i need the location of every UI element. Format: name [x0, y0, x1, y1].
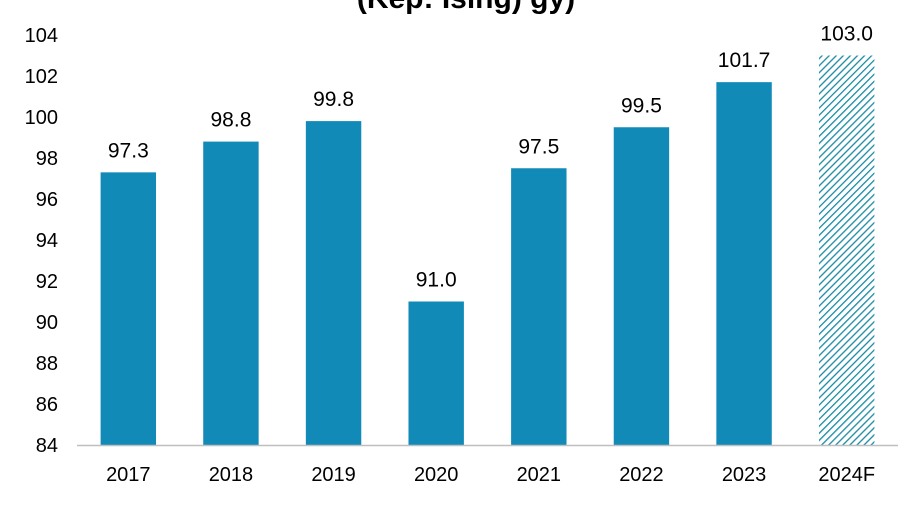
y-tick-label: 90 [36, 312, 58, 334]
bar [408, 301, 464, 445]
x-tick-label: 2019 [311, 464, 356, 486]
chart-title: (Kep: Ising) gy) [357, 0, 575, 15]
bars-group [100, 55, 875, 446]
y-tick-label: 88 [36, 353, 58, 375]
bar-value-label: 99.8 [313, 88, 354, 111]
bar-value-label: 97.5 [518, 135, 559, 158]
bar-value-label: 99.5 [621, 94, 662, 117]
x-tick-label: 2022 [619, 464, 664, 486]
y-tick-label: 92 [36, 271, 58, 293]
x-tick-label: 2024F [818, 464, 875, 486]
y-tick-label: 86 [36, 394, 58, 416]
value-labels-group: 97.3 98.8 99.8 91.0 97.5 99.5 101.7 103.0 [108, 23, 873, 292]
y-tick-label: 94 [36, 230, 58, 252]
y-tick-label: 102 [25, 66, 58, 88]
y-tick-label: 96 [36, 189, 58, 211]
y-tick-label: 98 [36, 148, 58, 170]
x-tick-label: 2020 [414, 464, 459, 486]
bar-forecast [818, 55, 875, 445]
bar [511, 168, 567, 445]
x-tick-label: 2018 [209, 464, 254, 486]
y-tick-label: 100 [25, 107, 58, 129]
y-tick-label: 104 [25, 25, 58, 47]
bar-value-label: 97.3 [108, 139, 149, 162]
bar [716, 82, 772, 446]
bar [203, 141, 259, 445]
bar-value-label: 91.0 [416, 269, 457, 292]
x-tick-label: 2021 [517, 464, 562, 486]
bar-value-label: 103.0 [820, 23, 873, 46]
bar [305, 121, 362, 445]
y-axis-tick-labels: 84 86 88 90 92 94 96 98 100 102 104 [25, 25, 58, 457]
y-tick-label: 84 [36, 435, 58, 457]
bar-value-label: 98.8 [211, 109, 252, 132]
bar-value-label: 101.7 [718, 49, 771, 72]
bar [613, 127, 670, 445]
bar [100, 172, 157, 445]
x-tick-label: 2023 [722, 464, 767, 486]
x-tick-label: 2017 [106, 464, 151, 486]
x-axis-tick-labels: 2017 2018 2019 2020 2021 2022 2023 2024F [106, 464, 875, 486]
